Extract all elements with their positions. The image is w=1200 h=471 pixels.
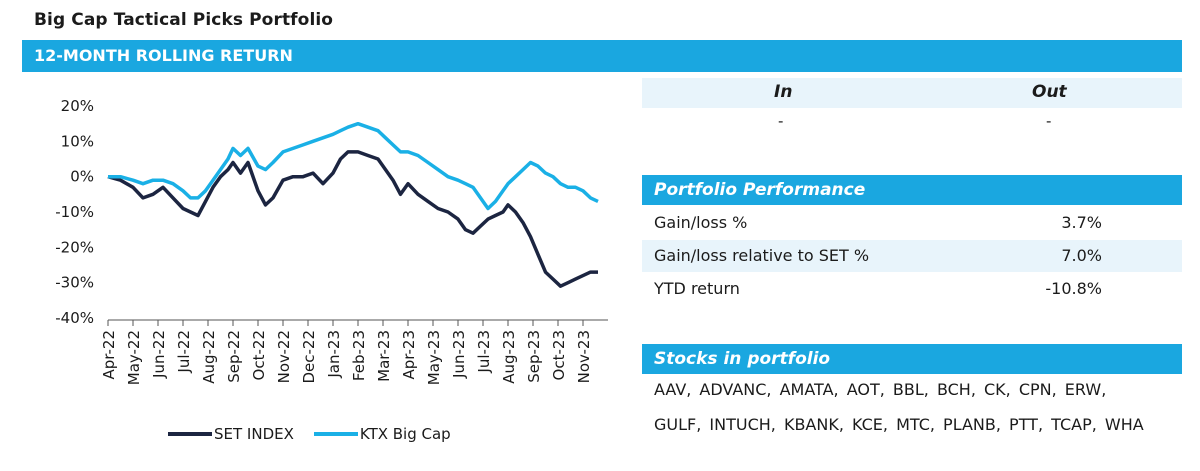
x-tick-label: Oct-23	[550, 330, 568, 380]
y-tick-label: 0%	[70, 168, 94, 186]
x-tick-label: Sep-22	[225, 330, 243, 383]
stocks-in-portfolio-header: Stocks in portfolio	[642, 344, 1182, 374]
x-tick-label: Sep-23	[525, 330, 543, 383]
x-tick-label: Dec-22	[300, 330, 318, 384]
x-tick-label: Jan-23	[325, 330, 343, 379]
out-header: Out	[1032, 82, 1067, 102]
rolling-return-chart: 20% 10% 0% -10% -20% -30% -40% Apr-22 May-22 Jun-…	[55, 97, 608, 385]
performance-value: 3.7%	[1061, 213, 1102, 232]
y-tick-label: -30%	[55, 274, 94, 292]
x-tick-label: Apr-22	[100, 330, 118, 380]
x-tick-label: Jun-22	[150, 330, 168, 379]
in-out-values: - -	[642, 110, 1182, 134]
performance-row: Gain/loss % 3.7%	[642, 207, 1182, 239]
legend-label-ktx-big-cap: KTX Big Cap	[359, 425, 451, 443]
series-line-ktx-big-cap	[108, 121, 599, 211]
y-tick-label: -20%	[55, 238, 94, 256]
x-tick-label: Jun-23	[450, 330, 468, 379]
out-value: -	[1046, 112, 1052, 130]
performance-label: YTD return	[654, 279, 740, 298]
stocks-list-line: AAV, ADVANC, AMATA, AOT, BBL, BCH, CK, C…	[654, 380, 1107, 399]
legend-item-ktx-big-cap: KTX Big Cap	[313, 425, 451, 443]
x-tick-label: Nov-22	[275, 330, 293, 383]
y-tick-label: -10%	[55, 203, 94, 221]
x-tick-label: Apr-23	[400, 330, 418, 380]
legend-item-set-index: SET INDEX	[168, 425, 294, 443]
x-tick-label: Nov-23	[575, 330, 593, 383]
in-header: In	[774, 82, 793, 102]
y-tick-label: 20%	[61, 97, 94, 115]
legend-swatch-ktx-big-cap	[313, 432, 358, 436]
x-tick-label: Aug-23	[500, 330, 518, 384]
x-tick-label: Oct-22	[250, 330, 268, 380]
stocks-list-line: GULF, INTUCH, KBANK, KCE, MTC, PLANB, PT…	[654, 415, 1144, 434]
y-tick-label: 10%	[61, 132, 94, 150]
series-line-set-index	[107, 150, 598, 288]
x-tick-label: Jul-23	[475, 330, 493, 374]
x-tick-label: Jul-22	[175, 330, 193, 374]
x-tick-label: Feb-23	[350, 330, 368, 381]
y-tick-label: -40%	[55, 309, 94, 327]
x-tick-label: Mar-23	[375, 330, 393, 382]
chart-legend: SET INDEX KTX Big Cap	[168, 424, 471, 444]
x-tick-label: May-22	[125, 330, 143, 385]
x-tick-label: May-23	[425, 330, 443, 385]
legend-label-set-index: SET INDEX	[214, 425, 294, 443]
portfolio-performance-header: Portfolio Performance	[642, 175, 1182, 205]
page-title: Big Cap Tactical Picks Portfolio	[34, 10, 334, 30]
legend-swatch-set-index	[168, 432, 212, 436]
performance-value: 7.0%	[1061, 246, 1102, 265]
performance-row: YTD return -10.8%	[642, 273, 1182, 305]
performance-label: Gain/loss %	[654, 213, 748, 232]
performance-value: -10.8%	[1045, 279, 1102, 298]
performance-row: Gain/loss relative to SET % 7.0%	[642, 240, 1182, 272]
x-tick-label: Aug-22	[200, 330, 218, 384]
in-out-header: In Out	[642, 78, 1182, 108]
performance-label: Gain/loss relative to SET %	[654, 246, 870, 265]
section-header: 12-MONTH ROLLING RETURN	[22, 40, 1182, 72]
in-value: -	[778, 112, 784, 130]
